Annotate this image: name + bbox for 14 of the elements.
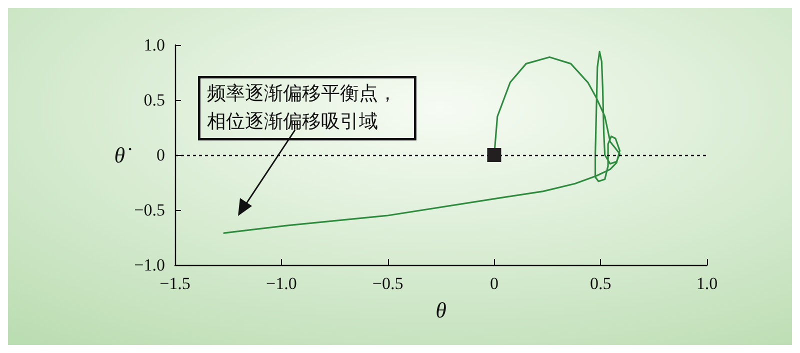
x-axis-title: θ [436,298,447,322]
x-tick-label: −1.0 [266,274,297,293]
x-tick-label: 0 [490,274,498,293]
y-tick-label: −1.0 [134,256,165,274]
y-axis-title: θ̇ [114,142,132,168]
x-tick-label: −1.5 [160,274,190,293]
y-tick-label: 0.5 [144,90,165,110]
y-tick-label: 0 [156,146,165,164]
x-tick-label: −0.5 [372,274,404,293]
y-tick-label: −0.5 [134,200,165,220]
x-tick-label: 1.0 [696,274,718,293]
annotation: 频率逐渐偏移平衡点，相位逐渐偏移吸引域 [207,82,398,133]
y-tick-label: 1.0 [144,36,165,54]
x-tick-label: 0.5 [590,274,612,293]
